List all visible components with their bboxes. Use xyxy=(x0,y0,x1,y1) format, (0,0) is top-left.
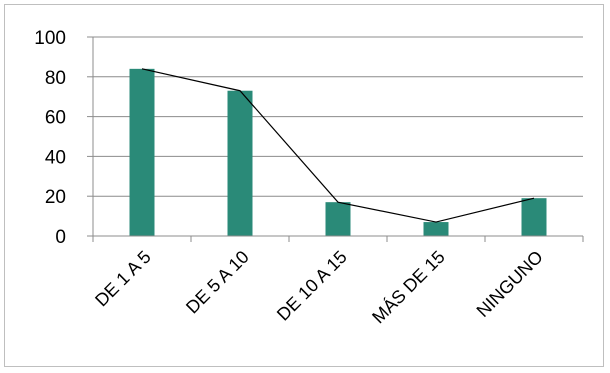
bar-ninguno xyxy=(521,198,547,236)
x-axis: DE 1 A 5 DE 5 A 10 DE 10 A 15 MÁS DE 15 NING… xyxy=(91,235,584,328)
trend-line xyxy=(141,68,535,223)
y-tick-label: 60 xyxy=(45,108,66,129)
trend-polyline xyxy=(141,68,535,223)
x-tick-label: NINGUNO xyxy=(473,247,547,321)
x-tick-label: DE 10 A 15 xyxy=(273,247,351,325)
y-tick-label: 100 xyxy=(34,28,66,49)
x-tick-label: DE 5 A 10 xyxy=(182,247,253,318)
bar-de-5-a-10 xyxy=(227,90,253,236)
y-axis: 0 20 40 60 80 100 xyxy=(34,28,94,248)
x-tick-label: MÁS DE 15 xyxy=(368,247,449,328)
y-tick-label: 40 xyxy=(45,147,66,168)
y-tick-label: 20 xyxy=(45,187,66,208)
bar-de-1-a-5 xyxy=(129,68,155,236)
y-tick-label: 0 xyxy=(55,227,66,248)
bar-de-10-a-15 xyxy=(325,202,351,236)
bar-m-s-de-15 xyxy=(423,222,449,236)
y-tick-label: 80 xyxy=(45,68,66,89)
chart-frame xyxy=(4,4,604,367)
x-tick-label: DE 1 A 5 xyxy=(91,247,155,311)
bar-series xyxy=(129,68,547,236)
